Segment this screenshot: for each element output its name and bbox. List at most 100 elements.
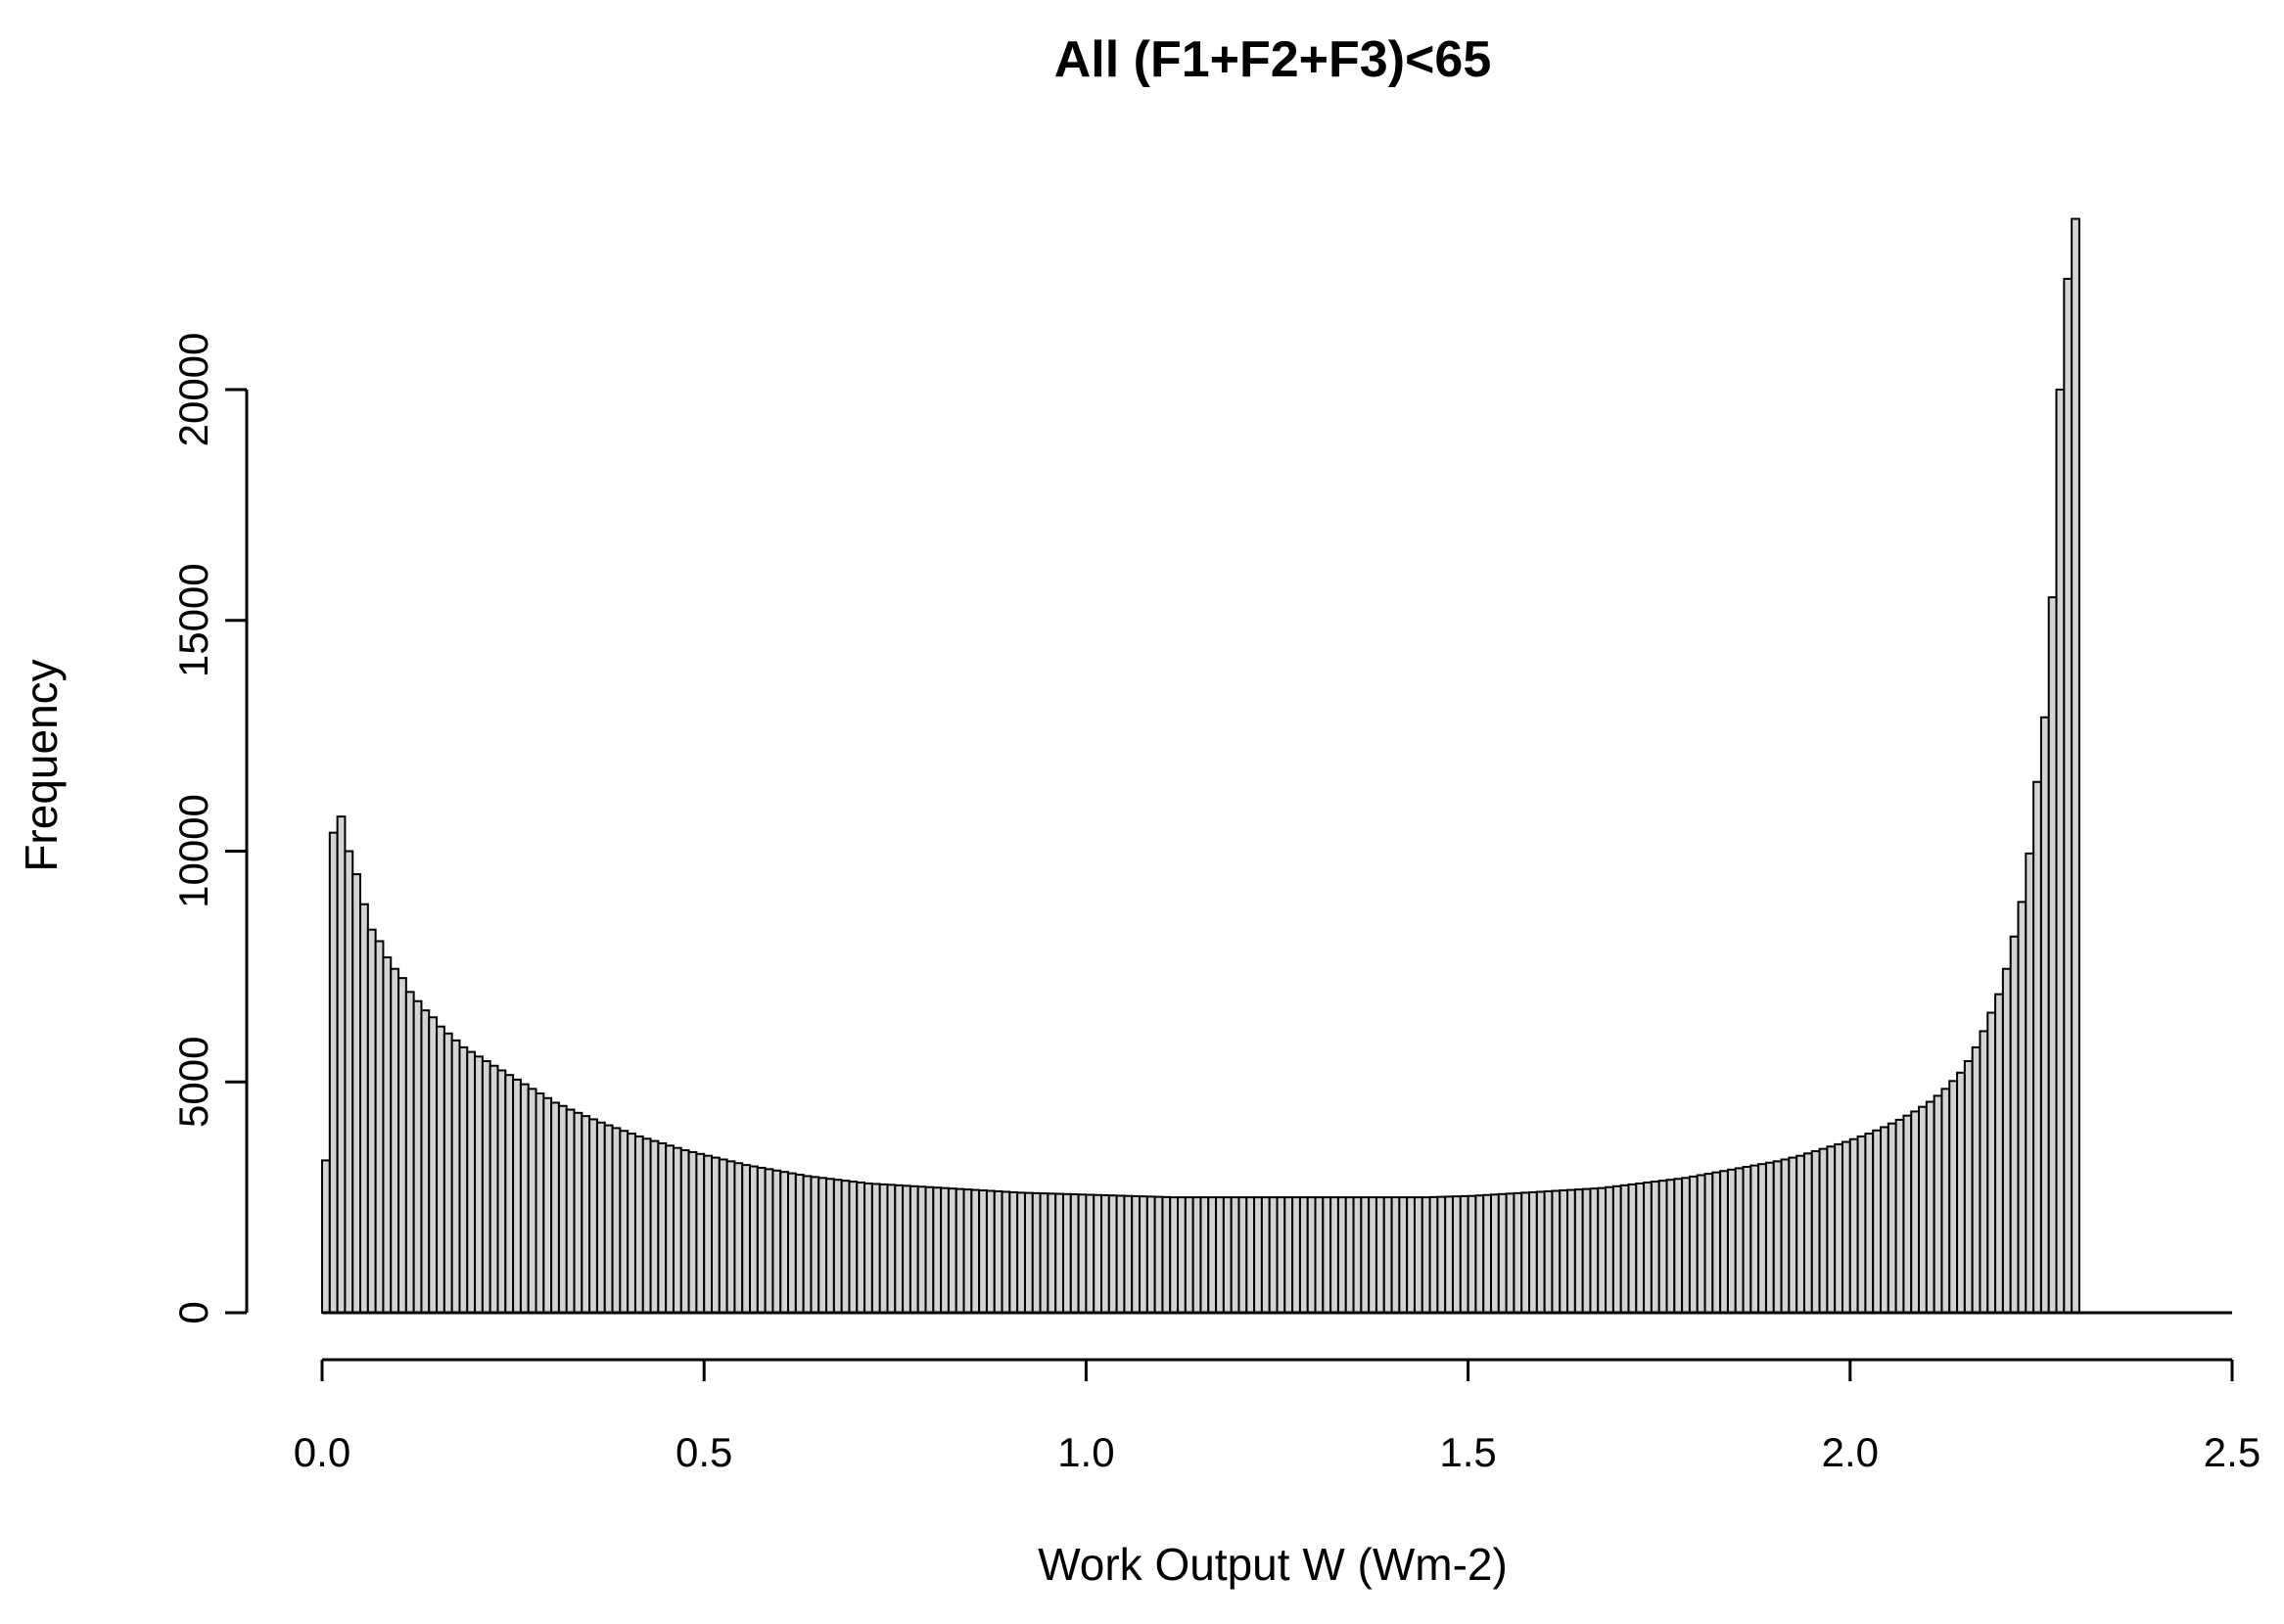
histogram-bar <box>1795 1154 1805 1314</box>
histogram-bar <box>1352 1196 1363 1314</box>
histogram-bar <box>1344 1196 1355 1314</box>
histogram-bar <box>1260 1196 1271 1314</box>
histogram-bar <box>1742 1166 1752 1314</box>
histogram-bar <box>703 1154 714 1314</box>
histogram-bar <box>1597 1186 1608 1314</box>
histogram-bar <box>1428 1195 1439 1315</box>
histogram-bar <box>588 1118 598 1315</box>
histogram-bar <box>1864 1133 1875 1314</box>
histogram-bar <box>1482 1193 1493 1314</box>
y-axis: 0 5000 10000 15000 20000 <box>170 333 249 1324</box>
histogram-bar <box>1918 1105 1928 1315</box>
histogram-bar <box>932 1186 943 1315</box>
histogram-bar <box>1023 1191 1034 1314</box>
histogram-bar <box>1848 1137 1859 1314</box>
y-tick-label: 20000 <box>170 333 216 447</box>
histogram-bar <box>1780 1158 1791 1315</box>
histogram-bar <box>1061 1192 1072 1314</box>
histogram-bar <box>1627 1183 1638 1314</box>
histogram-bar <box>832 1179 843 1315</box>
histogram-bar <box>1001 1190 1011 1315</box>
histogram-bar <box>1573 1188 1584 1314</box>
histogram-bar <box>1298 1196 1309 1314</box>
histogram-bar <box>1368 1196 1377 1314</box>
histogram-bar <box>550 1101 560 1315</box>
histogram-bar <box>2025 852 2035 1314</box>
histogram-bar <box>1711 1171 1722 1314</box>
histogram-bar <box>1856 1135 1867 1314</box>
histogram-bar <box>1635 1182 1646 1314</box>
histogram-bar <box>657 1141 668 1314</box>
histogram-bar <box>787 1172 797 1315</box>
histogram-bar <box>374 940 385 1314</box>
histogram-bar <box>1551 1189 1562 1315</box>
histogram-bar <box>1619 1183 1630 1314</box>
histogram-bar <box>1115 1194 1126 1314</box>
histogram-bar <box>1322 1196 1332 1314</box>
histogram-bar <box>1039 1192 1049 1315</box>
histogram-bar <box>794 1174 805 1314</box>
x-axis-label: Work Output W (Wm-2) <box>1038 1539 1508 1590</box>
histogram-bar <box>1047 1192 1057 1315</box>
histogram-bar <box>1566 1188 1576 1315</box>
histogram-bar <box>1077 1193 1088 1315</box>
histogram-bar <box>1940 1088 1951 1315</box>
histogram-bar <box>1543 1189 1554 1314</box>
histogram-bar <box>641 1137 652 1314</box>
histogram-bar <box>1696 1174 1706 1315</box>
histogram-bar <box>1237 1196 1248 1314</box>
histogram-bar <box>1559 1189 1569 1314</box>
histogram-bar <box>978 1189 988 1314</box>
y-axis-label: Frequency <box>16 659 67 871</box>
histogram-bar <box>779 1171 790 1314</box>
histogram-bar <box>366 928 377 1315</box>
histogram-bar <box>1757 1163 1767 1314</box>
histogram-bar <box>474 1055 484 1314</box>
histogram-bar <box>810 1176 820 1315</box>
histogram-bar <box>1810 1149 1821 1314</box>
histogram-bar <box>1688 1175 1699 1314</box>
histogram-bar <box>519 1083 530 1315</box>
histogram-bar <box>711 1156 721 1315</box>
histogram-bar <box>1008 1190 1019 1314</box>
histogram-bar <box>535 1092 545 1314</box>
histogram-bar <box>2047 596 2058 1314</box>
histogram-bar <box>466 1050 477 1315</box>
histogram-bar <box>1406 1196 1416 1314</box>
histogram-bar <box>542 1096 553 1314</box>
histogram-bar <box>397 977 407 1314</box>
histogram-bar <box>1490 1193 1500 1315</box>
histogram-bar <box>633 1135 644 1314</box>
histogram-bar <box>725 1160 736 1315</box>
histogram-bar <box>825 1178 835 1315</box>
histogram-bar <box>985 1189 996 1315</box>
histogram-bar <box>1093 1193 1103 1314</box>
histogram-bar <box>870 1183 881 1315</box>
histogram-bar <box>840 1180 851 1314</box>
histogram-bar <box>1657 1180 1668 1314</box>
histogram-bar <box>1902 1114 1913 1315</box>
histogram-bar <box>1329 1196 1339 1314</box>
histogram-bar <box>1283 1196 1294 1314</box>
histogram-bar <box>557 1104 568 1314</box>
histogram-bar <box>1734 1167 1745 1315</box>
histogram-bar <box>848 1181 859 1314</box>
histogram-bar <box>1451 1195 1462 1315</box>
histogram-bar <box>749 1165 759 1315</box>
histogram-bar <box>428 1016 439 1314</box>
histogram-bar <box>458 1045 469 1314</box>
histogram-bar <box>2009 935 2020 1314</box>
histogram-bar <box>1971 1045 1981 1314</box>
histogram-bar <box>1382 1196 1393 1314</box>
histogram-bar <box>1986 1011 1997 1315</box>
histogram-bar <box>420 1009 431 1314</box>
histogram-bar <box>1069 1193 1080 1315</box>
histogram-bar <box>649 1139 660 1315</box>
histogram-bar <box>1398 1196 1409 1314</box>
histogram-bar <box>733 1162 744 1315</box>
histogram-bar <box>771 1169 782 1314</box>
histogram-bar <box>1665 1179 1676 1315</box>
histogram-bar <box>1764 1161 1775 1314</box>
histogram-bar <box>687 1150 698 1314</box>
